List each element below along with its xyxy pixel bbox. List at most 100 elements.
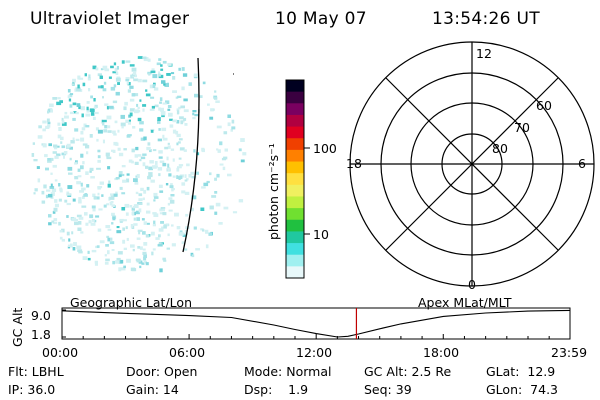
aurora-speckle — [185, 213, 189, 217]
aurora-speckle — [154, 161, 158, 165]
aurora-speckle — [107, 250, 110, 255]
aurora-speckle — [68, 172, 73, 175]
aurora-speckle — [56, 101, 62, 106]
aurora-speckle — [162, 208, 165, 212]
aurora-speckle — [133, 206, 136, 209]
aurora-speckle — [106, 125, 111, 129]
colorbar-band — [286, 161, 304, 174]
aurora-speckle — [77, 84, 80, 89]
aurora-speckle — [171, 243, 176, 247]
aurora-speckle — [138, 208, 142, 213]
aurora-speckle — [59, 188, 63, 193]
aurora-speckle — [46, 118, 50, 123]
aurora-speckle — [176, 120, 180, 124]
status-ip: IP: 36.0 — [8, 382, 56, 397]
aurora-speckle — [42, 128, 46, 132]
aurora-speckle — [192, 112, 195, 116]
aurora-speckle — [224, 148, 228, 152]
aurora-speckle — [142, 162, 146, 167]
right-annotation: Apex MLat/MLT — [418, 295, 512, 310]
aurora-speckle — [114, 120, 118, 124]
aurora-speckle — [158, 71, 161, 76]
aurora-speckle — [148, 166, 153, 171]
aurora-speckle — [145, 165, 149, 169]
aurora-speckle — [238, 199, 244, 203]
aurora-speckle — [159, 107, 164, 112]
aurora-speckle — [113, 193, 118, 197]
aurora-speckle — [172, 76, 176, 80]
aurora-speckle — [45, 194, 48, 199]
aurora-speckle — [79, 190, 84, 193]
aurora-speckle — [50, 192, 55, 196]
aurora-speckle — [143, 260, 147, 264]
aurora-speckle — [231, 119, 235, 124]
aurora-speckle — [77, 175, 82, 178]
aurora-speckle — [143, 136, 147, 141]
aurora-speckle — [155, 237, 160, 240]
aurora-speckle — [74, 162, 78, 165]
aurora-speckle — [143, 255, 147, 259]
aurora-speckle — [121, 165, 126, 168]
mlt-label-bottom: 0 — [468, 277, 476, 292]
aurora-speckle — [232, 211, 238, 214]
aurora-speckle — [116, 230, 122, 234]
aurora-speckle — [58, 183, 61, 187]
aurora-speckle — [131, 160, 134, 164]
aurora-speckle — [48, 143, 52, 147]
colorbar-band — [286, 91, 304, 104]
aurora-speckle — [159, 208, 163, 212]
aurora-speckle — [89, 108, 95, 113]
aurora-speckle — [142, 251, 147, 255]
aurora-speckle — [32, 142, 35, 145]
aurora-speckle — [159, 190, 164, 193]
aurora-speckle — [165, 100, 170, 105]
aurora-speckle — [81, 187, 86, 191]
aurora-speckle — [180, 105, 185, 109]
aurora-speckle — [150, 96, 155, 99]
aurora-speckle — [145, 262, 149, 266]
aurora-speckle — [54, 179, 58, 182]
aurora-speckle — [113, 62, 117, 66]
date-label: 10 May 07 — [275, 9, 367, 29]
colorbar-band — [286, 138, 304, 151]
aurora-speckle — [60, 141, 63, 144]
aurora-speckle — [146, 146, 151, 151]
aurora-speckle — [142, 153, 147, 156]
aurora-speckle — [141, 218, 145, 221]
aurora-speckle — [118, 174, 122, 178]
aurora-speckle — [172, 119, 178, 123]
aurora-speckle — [94, 111, 99, 115]
x-tick-label-0: 00:00 — [42, 345, 79, 360]
aurora-speckle — [149, 160, 154, 164]
aurora-speckle — [176, 226, 181, 230]
aurora-speckle — [117, 82, 120, 85]
aurora-speckle — [161, 226, 164, 230]
aurora-speckle — [61, 122, 67, 126]
aurora-speckle — [213, 97, 218, 100]
aurora-speckle — [118, 152, 124, 157]
aurora-speckle — [142, 104, 147, 107]
aurora-speckle — [97, 192, 100, 196]
aurora-speckle — [162, 212, 167, 216]
aurora-speckle — [74, 176, 79, 180]
aurora-speckle — [168, 173, 172, 177]
aurora-speckle — [54, 199, 58, 203]
lat-label-70: 70 — [514, 120, 530, 135]
colorbar-band — [286, 114, 304, 128]
aurora-speckle — [181, 67, 185, 71]
aurora-speckle — [214, 177, 217, 181]
aurora-speckle — [158, 228, 164, 232]
aurora-speckle — [172, 90, 177, 93]
aurora-speckle — [142, 248, 146, 251]
aurora-speckle — [193, 73, 199, 78]
aurora-speckle — [41, 190, 45, 195]
aurora-speckle — [92, 65, 97, 70]
aurora-speckle — [93, 98, 96, 102]
aurora-speckle — [117, 147, 121, 151]
aurora-speckle — [69, 93, 74, 96]
aurora-speckle — [52, 221, 58, 225]
aurora-speckle — [78, 77, 84, 80]
aurora-speckle — [120, 267, 126, 271]
colorbar-band — [286, 243, 304, 256]
aurora-speckle — [138, 193, 143, 197]
